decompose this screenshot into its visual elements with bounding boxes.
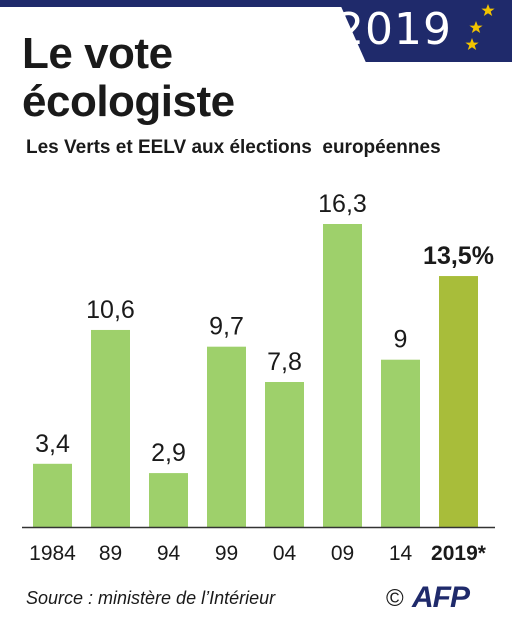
star-icon	[481, 4, 495, 16]
x-tick-label: 04	[273, 542, 297, 565]
bar-2019*	[439, 276, 478, 527]
year-badge: 2019	[336, 4, 452, 55]
bar-14	[381, 359, 420, 527]
x-tick-label: 94	[157, 542, 181, 565]
x-tick-label: 09	[331, 542, 354, 565]
top-rule	[0, 0, 512, 7]
value-label: 16,3	[318, 190, 367, 218]
x-tick-label: 2019*	[431, 542, 487, 565]
bar-99	[207, 346, 246, 527]
bar-04	[265, 382, 304, 527]
eu-stars-icon	[465, 4, 495, 50]
star-icon	[465, 38, 479, 50]
value-label: 9	[394, 326, 408, 354]
x-tick-label: 14	[389, 542, 413, 565]
bar-1984	[33, 463, 72, 527]
copyright-icon: ©	[386, 585, 404, 612]
year-banner	[338, 0, 512, 62]
source-note: Source : ministère de l’Intérieur	[26, 588, 276, 608]
x-tick-label: 99	[215, 542, 238, 565]
star-icon	[469, 21, 483, 33]
value-label: 3,4	[35, 430, 70, 458]
x-tick-label: 1984	[29, 542, 76, 565]
value-label: 7,8	[267, 348, 302, 376]
value-label: 9,7	[209, 313, 244, 341]
title-line-2: écologiste	[22, 77, 235, 126]
bar-89	[91, 329, 130, 527]
bar-09	[323, 224, 362, 527]
value-label: 13,5%	[423, 242, 494, 270]
x-tick-label: 89	[99, 542, 122, 565]
agency-logo: AFP	[412, 581, 470, 614]
value-label: 2,9	[151, 439, 186, 467]
value-label: 10,6	[86, 296, 135, 324]
bar-94	[149, 473, 188, 527]
page-title: Le vote écologiste	[22, 30, 235, 126]
chart-subtitle: Les Verts et EELV aux élections européen…	[26, 137, 441, 158]
title-line-1: Le vote	[22, 29, 173, 78]
